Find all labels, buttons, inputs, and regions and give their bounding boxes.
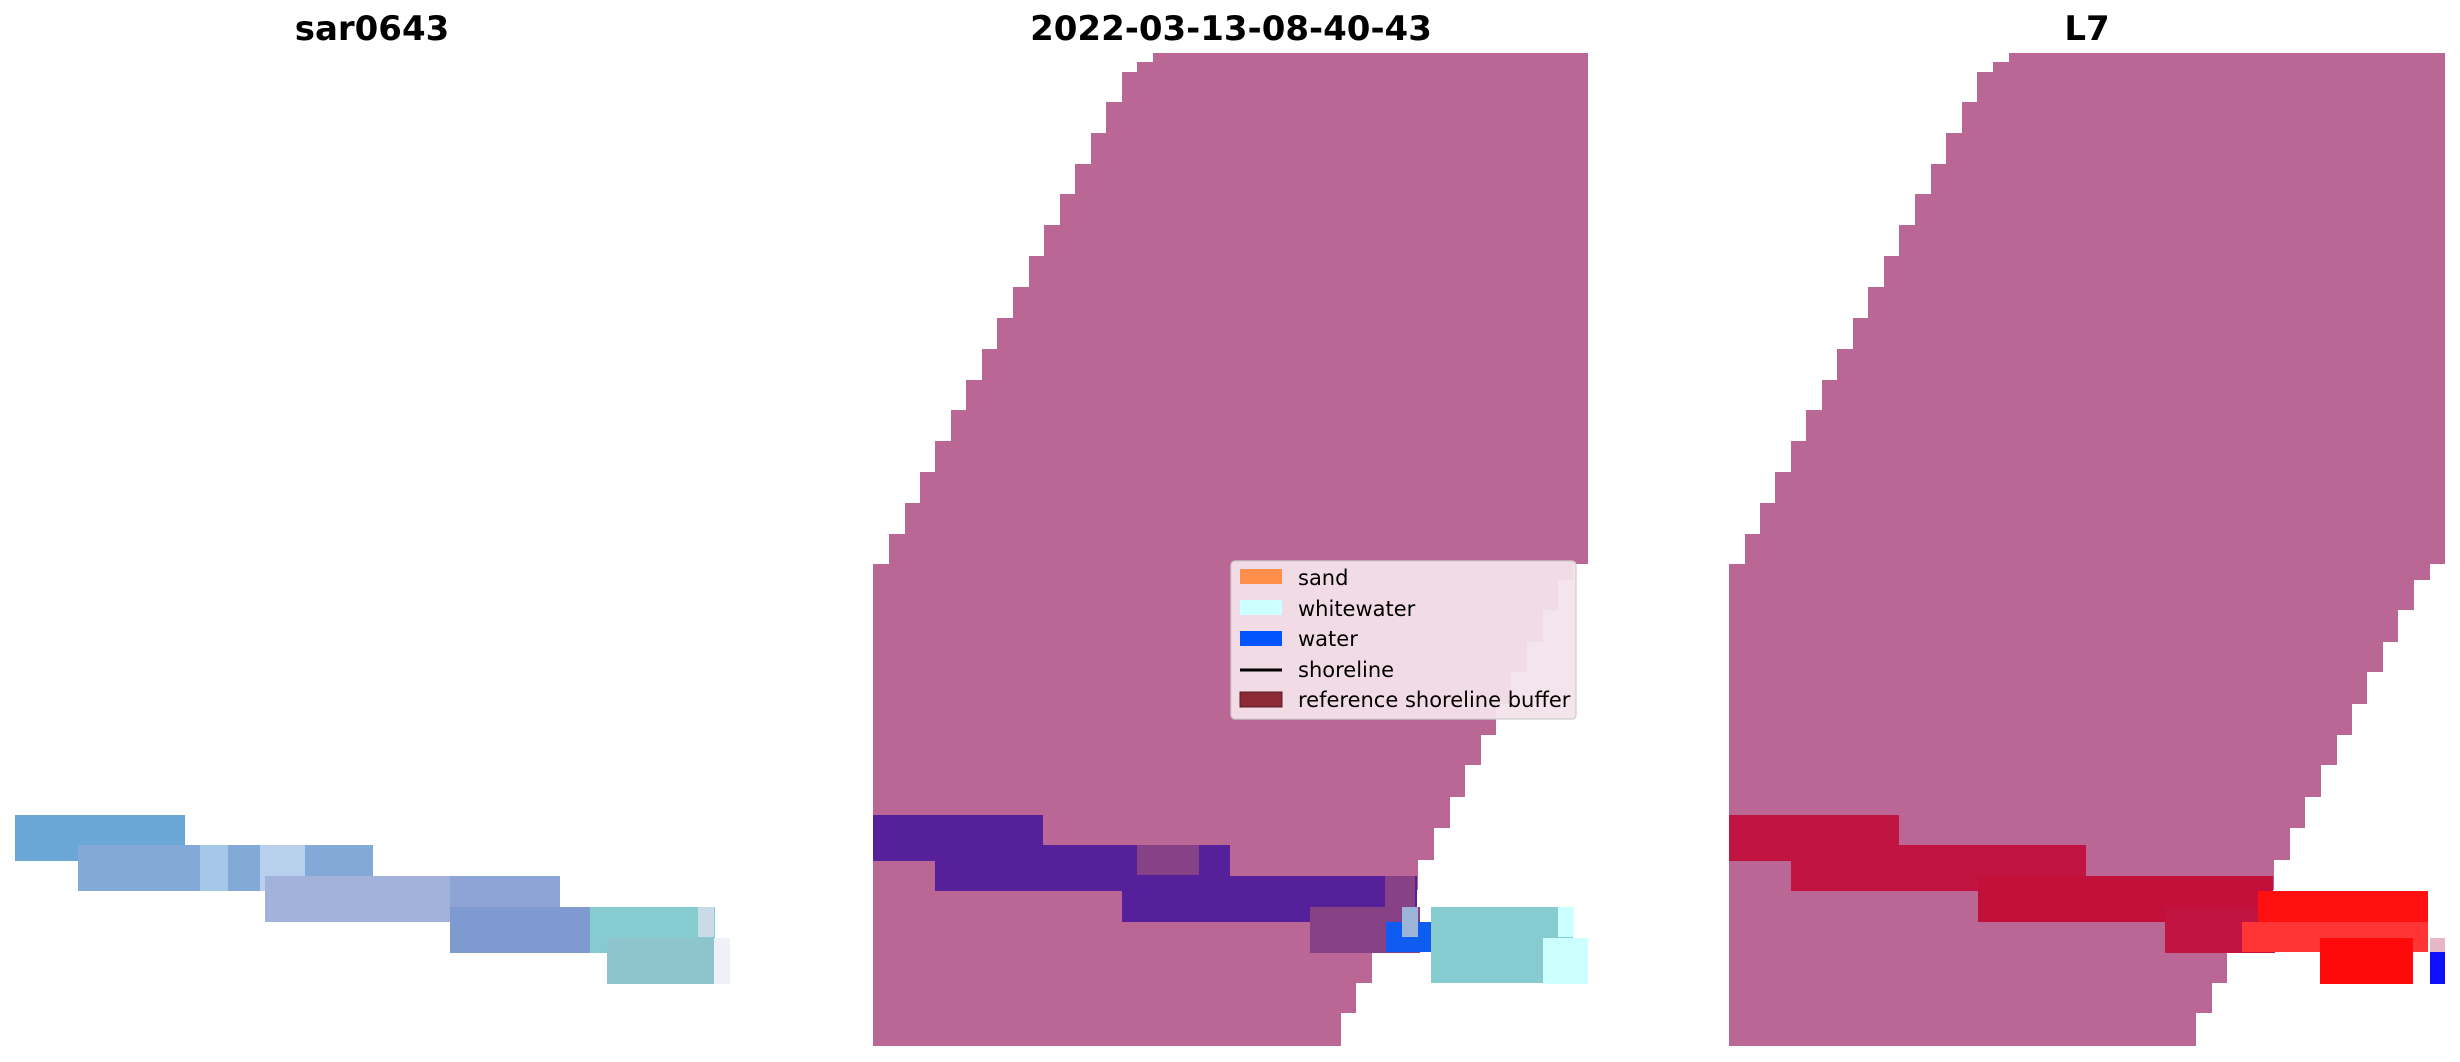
panel-title-sar: sar0643 (295, 9, 450, 49)
l7-buffer-area (1729, 53, 2445, 1046)
reference-buffer-area (873, 53, 1588, 1046)
legend-swatch-whitewater (1240, 600, 1282, 615)
legend-swatch-sand (1240, 569, 1282, 584)
panel-title-date: 2022-03-13-08-40-43 (1030, 9, 1432, 49)
legend-label-sand: sand (1298, 566, 1348, 590)
legend: sand whitewater water shoreline referenc… (1230, 560, 1577, 720)
legend-label-shoreline: shoreline (1298, 658, 1394, 682)
legend-swatch-reference-buffer (1239, 691, 1283, 708)
change-map (1729, 53, 2445, 1046)
legend-label-water: water (1298, 627, 1358, 651)
legend-swatch-water (1240, 631, 1282, 646)
panel-title-l7: L7 (2064, 9, 2109, 49)
sar-image (15, 815, 730, 984)
classification-map (873, 53, 1588, 1046)
legend-box (1230, 560, 1577, 720)
legend-label-reference-buffer: reference shoreline buffer (1298, 688, 1571, 712)
legend-label-whitewater: whitewater (1298, 597, 1416, 621)
